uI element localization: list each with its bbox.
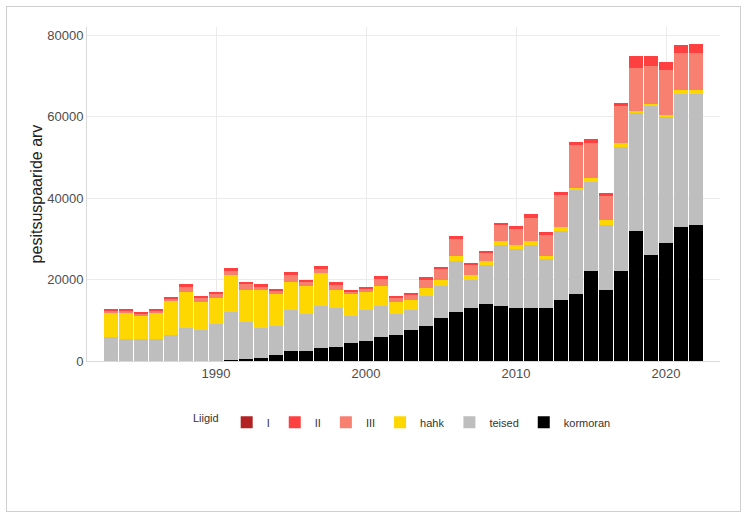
svg-text:40000: 40000 [47,191,83,206]
svg-text:0: 0 [76,354,83,369]
svg-text:2010: 2010 [502,366,531,381]
svg-text:20000: 20000 [47,272,83,287]
svg-text:2000: 2000 [352,366,381,381]
svg-text:Liigid: Liigid [193,412,219,424]
svg-text:II: II [315,417,321,429]
svg-text:kormoran: kormoran [564,417,610,429]
svg-text:1990: 1990 [202,366,231,381]
svg-text:III: III [366,417,375,429]
svg-text:hahk: hahk [420,417,444,429]
svg-text:pesitsuspaaride arv: pesitsuspaaride arv [28,125,45,264]
svg-text:2020: 2020 [652,366,681,381]
svg-text:I: I [267,417,270,429]
svg-text:teised: teised [489,417,518,429]
svg-text:80000: 80000 [47,28,83,43]
svg-text:60000: 60000 [47,109,83,124]
